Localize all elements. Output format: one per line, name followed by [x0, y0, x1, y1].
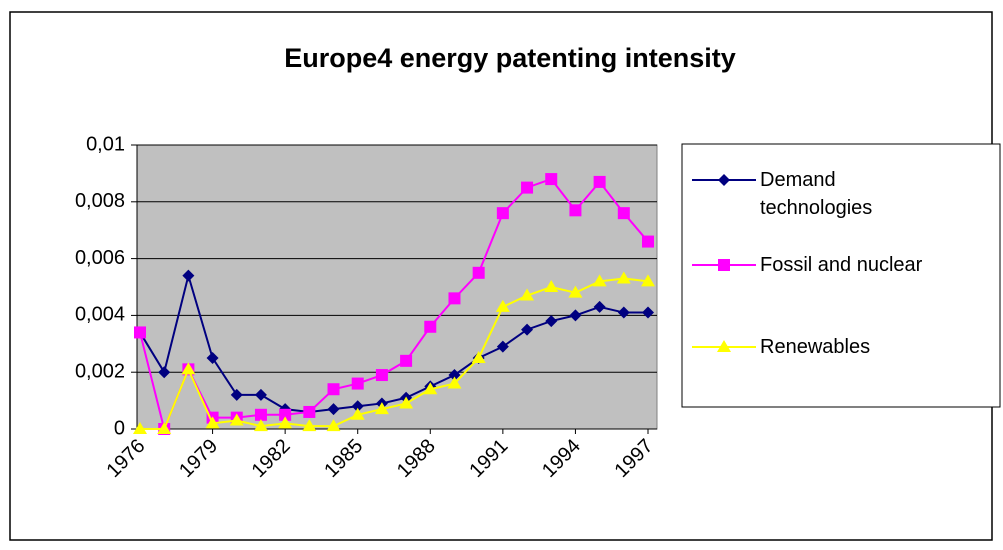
marker: [521, 323, 534, 336]
y-tick-label: 0,008: [75, 190, 125, 212]
marker: [592, 274, 607, 287]
marker: [279, 408, 292, 421]
marker: [230, 388, 243, 401]
marker: [350, 407, 365, 420]
chart-title: Europe4 energy patenting intensity: [284, 43, 736, 73]
marker: [206, 352, 219, 364]
marker: [158, 366, 171, 379]
marker: [254, 408, 267, 421]
y-tick-label: 0,01: [86, 133, 125, 155]
marker: [254, 388, 267, 401]
marker: [544, 280, 559, 292]
marker: [157, 422, 172, 434]
marker: [593, 300, 606, 313]
legend-label: Demand technologies: [760, 169, 873, 219]
series-line: [139, 271, 648, 413]
marker: [617, 207, 630, 220]
marker: [134, 326, 146, 339]
marker: [303, 405, 316, 418]
marker: [520, 288, 535, 301]
y-tick-label: 0: [114, 417, 125, 439]
marker: [496, 340, 509, 353]
marker: [568, 285, 583, 298]
marker: [569, 204, 582, 217]
legend-label: Renewables: [760, 336, 871, 358]
marker: [718, 174, 730, 186]
marker: [423, 382, 438, 395]
marker: [448, 292, 461, 305]
marker: [641, 274, 655, 287]
series-line: [140, 277, 649, 430]
marker: [447, 376, 462, 389]
marker: [182, 269, 195, 282]
marker: [617, 306, 630, 319]
marker: [569, 309, 582, 322]
marker: [327, 403, 340, 416]
marker: [375, 369, 388, 382]
marker: [351, 377, 364, 390]
marker: [717, 340, 731, 352]
marker: [545, 173, 558, 186]
series-line: [139, 177, 649, 433]
marker: [181, 362, 196, 375]
marker: [593, 175, 606, 188]
marker: [718, 259, 730, 271]
marker: [205, 416, 220, 429]
marker: [642, 235, 654, 248]
marker: [229, 413, 244, 426]
marker: [472, 266, 485, 279]
marker: [399, 396, 414, 409]
marker: [642, 306, 654, 319]
marker: [521, 181, 534, 194]
y-tick-label: 0,006: [75, 247, 125, 269]
marker: [327, 383, 340, 396]
marker: [616, 271, 631, 284]
marker: [495, 299, 510, 312]
marker: [133, 422, 147, 434]
legend-box: [681, 143, 1001, 408]
marker: [326, 419, 341, 432]
marker: [351, 400, 364, 413]
y-tick-label: 0,002: [75, 360, 125, 382]
marker: [471, 351, 486, 363]
marker: [400, 354, 413, 367]
marker: [545, 315, 558, 328]
y-tick-label: 0,004: [75, 304, 125, 326]
plot-area: [136, 144, 658, 430]
marker: [374, 402, 389, 415]
legend-label: Fossil and nuclear: [760, 254, 923, 276]
marker: [424, 320, 437, 333]
marker: [448, 369, 461, 382]
marker: [253, 419, 268, 432]
marker: [496, 207, 509, 220]
marker: [302, 419, 317, 432]
marker: [278, 416, 293, 429]
